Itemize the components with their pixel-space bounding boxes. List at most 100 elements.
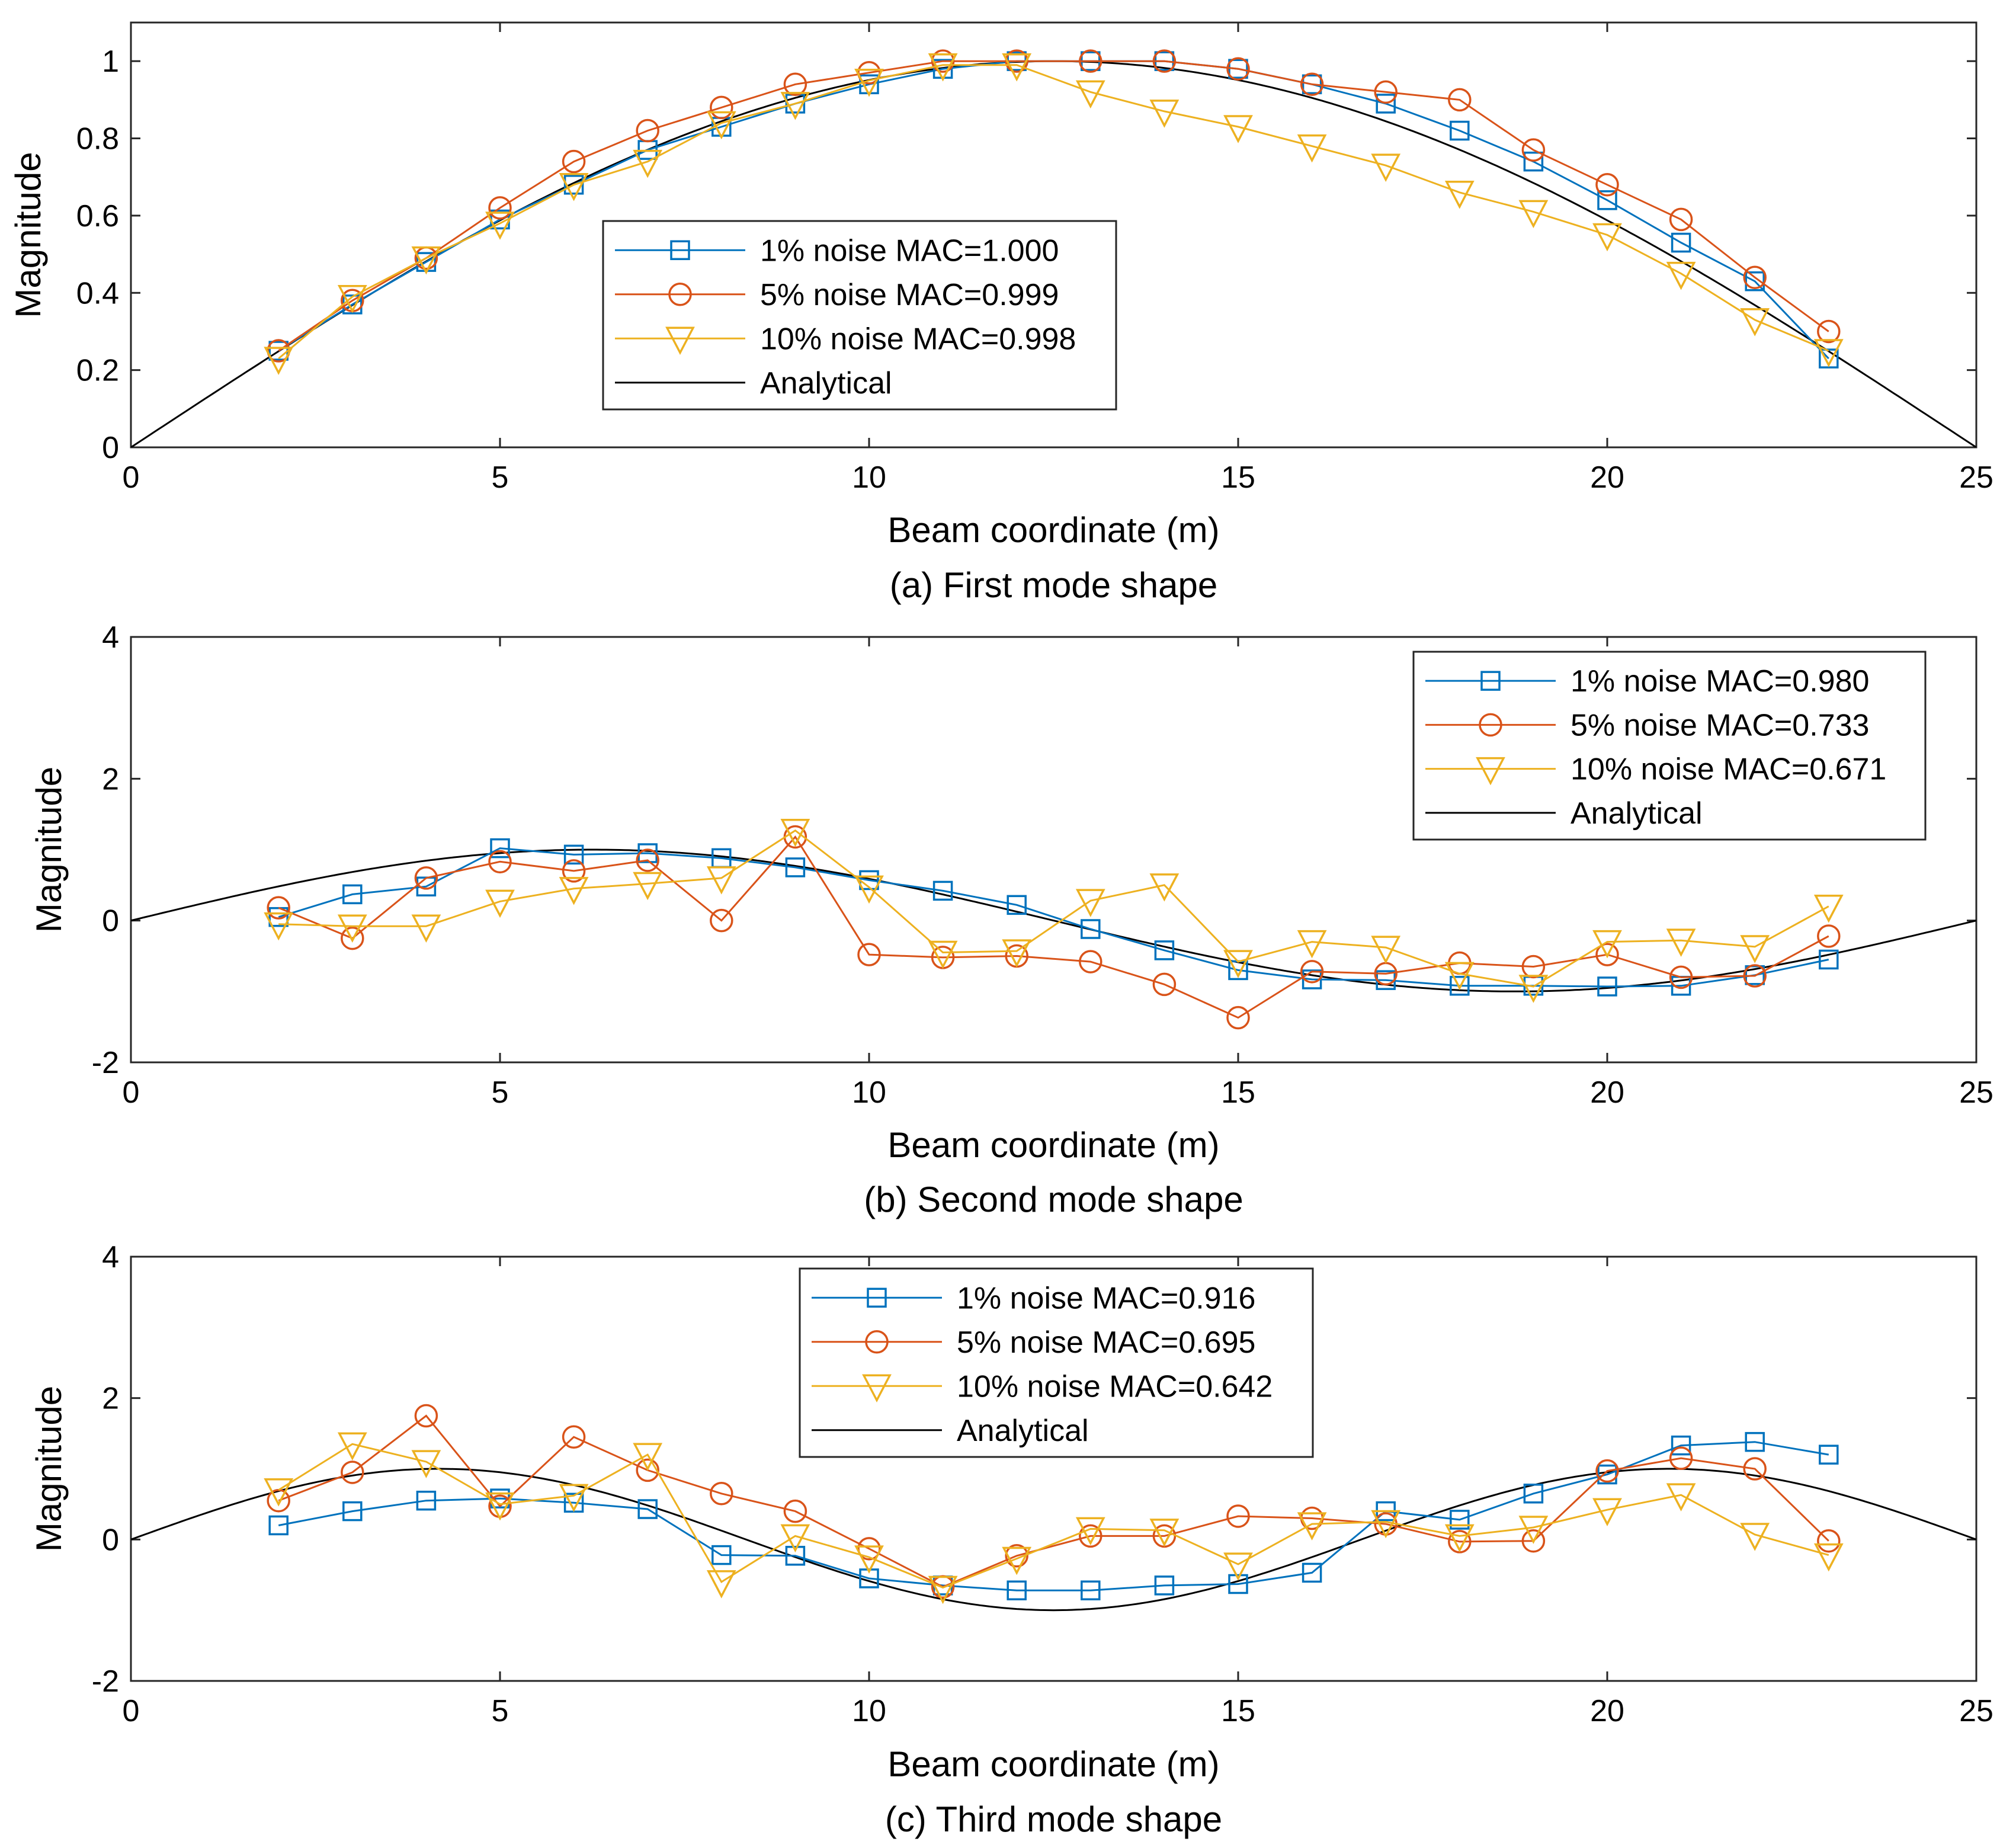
- data-point-circle: [414, 1404, 438, 1428]
- data-point-triangle: [1740, 308, 1770, 337]
- legend-marker-triangle: [1476, 757, 1505, 786]
- data-point-circle: [1743, 1457, 1767, 1481]
- data-point-circle: [1152, 972, 1177, 997]
- y-tick-label: 4: [102, 1240, 119, 1274]
- data-point-triangle: [1740, 935, 1770, 963]
- data-point-triangle: [264, 912, 294, 941]
- data-point-circle: [710, 95, 733, 120]
- data-point-circle: [931, 49, 955, 73]
- data-point-triangle: [1813, 1543, 1844, 1572]
- data-point-triangle: [1813, 339, 1844, 367]
- series-line-2: [278, 1414, 1829, 1588]
- data-point-circle: [1374, 80, 1398, 104]
- x-tick-label: 15: [1221, 1694, 1255, 1728]
- data-point-square: [268, 1515, 289, 1536]
- data-point-circle: [636, 118, 659, 143]
- data-point-triangle: [1371, 153, 1401, 182]
- data-point-square: [1819, 348, 1839, 369]
- data-point-square: [1228, 59, 1248, 79]
- x-tick-label: 15: [1221, 460, 1255, 495]
- data-point-triangle: [1002, 939, 1032, 968]
- data-point-square: [1081, 919, 1101, 939]
- series-line-2: [278, 835, 1829, 1019]
- data-point-circle: [783, 1499, 807, 1523]
- data-point-square: [490, 838, 510, 859]
- legend-label: Analytical: [957, 1414, 1089, 1448]
- data-point-circle: [1669, 965, 1693, 989]
- data-point-triangle: [1371, 936, 1401, 964]
- data-point-circle: [1079, 950, 1102, 973]
- data-point-circle: [636, 1458, 659, 1482]
- data-point-triangle: [1149, 100, 1180, 128]
- data-point-triangle: [633, 1443, 663, 1471]
- x-tick-label: 25: [1959, 460, 1993, 495]
- data-point-circle: [1817, 1529, 1841, 1553]
- data-point-circle: [1448, 88, 1472, 112]
- data-point-triangle: [706, 111, 736, 140]
- data-point-circle: [1226, 1504, 1250, 1528]
- data-point-square: [1154, 940, 1175, 960]
- data-point-square: [1154, 1575, 1175, 1596]
- data-point-triangle: [411, 246, 441, 275]
- data-point-triangle: [264, 347, 294, 375]
- data-point-circle: [1595, 943, 1619, 966]
- data-point-square: [1302, 1562, 1322, 1583]
- y-tick-label: 2: [102, 762, 119, 796]
- legend-marker-circle: [865, 1330, 889, 1354]
- data-point-circle: [488, 850, 512, 874]
- legend-label: 10% noise MAC=0.671: [1571, 752, 1886, 787]
- x-tick-label: 15: [1221, 1075, 1255, 1110]
- x-tick-label: 25: [1959, 1075, 1993, 1110]
- data-point-triangle: [1518, 200, 1549, 229]
- data-point-square: [637, 1499, 658, 1519]
- data-point-triangle: [1002, 1546, 1032, 1575]
- y-axis-label: Magnitude: [29, 767, 69, 933]
- data-point-triangle: [411, 1450, 441, 1478]
- data-point-triangle: [411, 914, 441, 943]
- y-axis-label: Magnitude: [29, 1386, 69, 1552]
- data-point-square: [1007, 895, 1027, 915]
- legend-marker-square: [867, 1287, 887, 1308]
- data-point-square: [563, 844, 584, 865]
- data-point-circle: [488, 196, 512, 220]
- data-point-circle: [783, 72, 807, 97]
- data-point-circle: [1226, 57, 1250, 81]
- data-point-triangle: [633, 872, 663, 901]
- data-point-triangle: [928, 53, 958, 82]
- series-line-2: [278, 60, 1829, 352]
- data-point-circle: [1817, 924, 1841, 948]
- data-point-triangle: [1444, 1524, 1475, 1553]
- data-point-square: [1523, 151, 1544, 172]
- data-point-circle: [1005, 49, 1028, 73]
- data-point-circle: [562, 149, 586, 174]
- x-tick-label: 10: [852, 460, 886, 495]
- data-point-circle: [1669, 1446, 1693, 1470]
- data-point-triangle: [485, 1492, 515, 1521]
- data-point-triangle: [1592, 223, 1622, 252]
- data-point-square: [563, 175, 584, 195]
- data-layer: [131, 49, 1976, 447]
- data-point-triangle: [780, 818, 810, 847]
- data-point-square: [1597, 1464, 1617, 1485]
- series-line-3: [278, 64, 1829, 360]
- legend: 1% noise MAC=0.980 5% noise MAC=0.733 10% …: [1412, 651, 1927, 841]
- data-point-circle: [267, 896, 290, 920]
- data-point-triangle: [854, 1545, 884, 1574]
- data-point-triangle: [264, 1478, 294, 1507]
- legend-marker-triangle: [665, 326, 695, 355]
- x-tick-label: 25: [1959, 1694, 1993, 1728]
- legend-label: 5% noise MAC=0.999: [760, 278, 1059, 312]
- y-tick-label: 0.6: [76, 199, 119, 233]
- data-point-triangle: [1075, 889, 1105, 917]
- data-point-triangle: [1592, 930, 1622, 959]
- x-tick-label: 20: [1590, 1694, 1624, 1728]
- data-point-triangle: [1666, 1483, 1696, 1511]
- legend-marker-circle: [1479, 713, 1502, 737]
- series-line-3: [278, 829, 1829, 988]
- y-tick-label: 0: [102, 431, 119, 465]
- data-point-circle: [414, 866, 438, 890]
- data-point-square: [1597, 190, 1617, 210]
- analytical-line: [131, 848, 1976, 992]
- x-tick-label: 20: [1590, 460, 1624, 495]
